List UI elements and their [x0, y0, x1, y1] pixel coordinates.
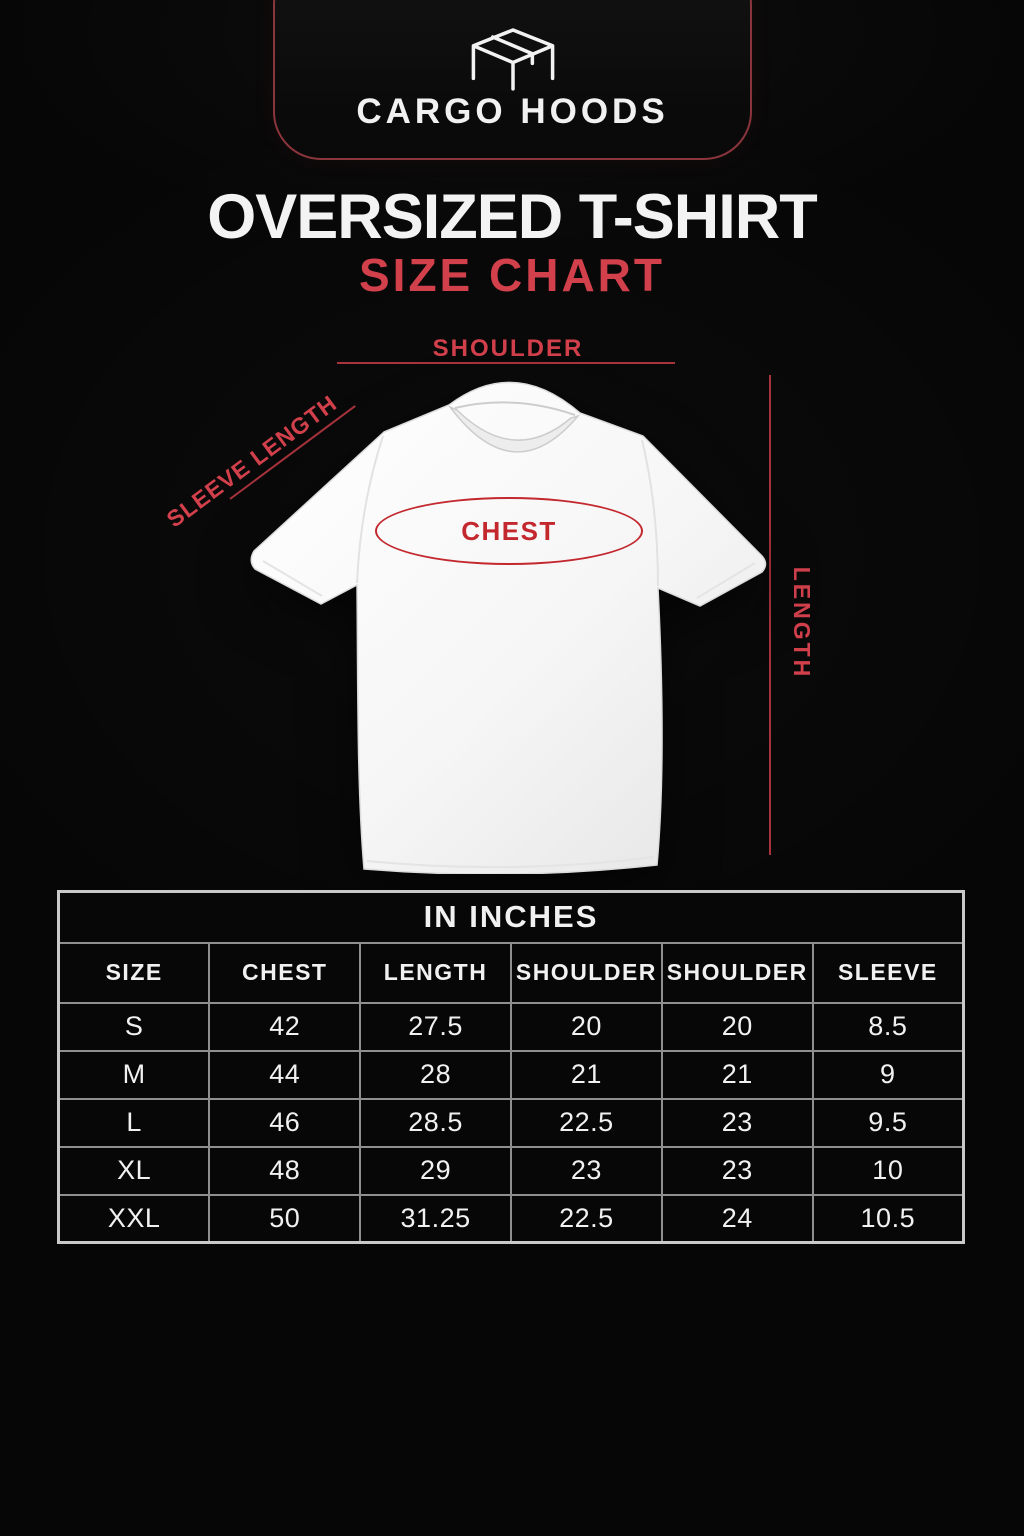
- table-row-xxl: XXL 50 31.25 22.5 24 10.5: [57, 1193, 965, 1244]
- column-header-length: LENGTH: [359, 941, 512, 1004]
- cell-length: 29: [359, 1145, 512, 1196]
- cell-chest: 42: [208, 1001, 362, 1052]
- cell-length: 28.5: [359, 1097, 512, 1148]
- table-row-xl: XL 48 29 23 23 10: [57, 1145, 965, 1196]
- size-table: IN INCHES SIZE CHEST LENGTH SHOULDER SHO…: [57, 890, 965, 1244]
- cargo-box-icon: [471, 28, 554, 91]
- tshirt-body: [250, 381, 767, 874]
- table-title-row: IN INCHES: [57, 890, 965, 944]
- cell-length: 31.25: [359, 1193, 512, 1244]
- cell-size: M: [57, 1049, 211, 1100]
- cell-chest: 46: [208, 1097, 362, 1148]
- chest-ellipse: CHEST: [375, 497, 643, 565]
- table-row-m: M 44 28 21 21 9: [57, 1049, 965, 1100]
- cell-chest: 44: [208, 1049, 362, 1100]
- length-label: LENGTH: [789, 566, 815, 680]
- column-header-chest: CHEST: [208, 941, 362, 1004]
- page-subtitle: SIZE CHART: [359, 249, 665, 301]
- cell-shoulder2: 20: [660, 1001, 814, 1052]
- cell-shoulder2: 23: [660, 1145, 814, 1196]
- cell-sleeve: 9: [811, 1049, 965, 1100]
- column-header-row: SIZE CHEST LENGTH SHOULDER SHOULDER SLEE…: [57, 941, 965, 1004]
- column-header-shoulder2: SHOULDER: [660, 941, 814, 1004]
- shoulder-label: SHOULDER: [432, 335, 584, 362]
- cell-length: 27.5: [359, 1001, 512, 1052]
- cell-sleeve: 9.5: [811, 1097, 965, 1148]
- cell-sleeve: 8.5: [811, 1001, 965, 1052]
- page-title: OVERSIZED T-SHIRT: [207, 182, 818, 252]
- table-row-l: L 46 28.5 22.5 23 9.5: [57, 1097, 965, 1148]
- cell-chest: 50: [208, 1193, 362, 1244]
- cell-shoulder: 21: [509, 1049, 663, 1100]
- cell-size: XXL: [57, 1193, 211, 1244]
- chest-label: CHEST: [461, 515, 557, 546]
- cell-shoulder: 23: [509, 1145, 663, 1196]
- length-dimension-line: [769, 375, 771, 855]
- cell-size: L: [57, 1097, 211, 1148]
- cell-size: S: [57, 1001, 211, 1052]
- table-title: IN INCHES: [57, 890, 965, 944]
- cell-size: XL: [57, 1145, 211, 1196]
- brand-name: CARGO HOODS: [356, 92, 669, 131]
- tshirt-collar: [447, 405, 581, 453]
- brand-panel: CARGO HOODS: [273, 0, 752, 160]
- cell-shoulder2: 21: [660, 1049, 814, 1100]
- shoulder-dimension-line: [337, 362, 675, 364]
- column-header-shoulder: SHOULDER: [509, 941, 663, 1004]
- cell-shoulder2: 24: [660, 1193, 814, 1244]
- column-header-size: SIZE: [57, 941, 211, 1004]
- cell-shoulder2: 23: [660, 1097, 814, 1148]
- table-row-s: S 42 27.5 20 20 8.5: [57, 1001, 965, 1052]
- cell-length: 28: [359, 1049, 512, 1100]
- cell-chest: 48: [208, 1145, 362, 1196]
- cell-shoulder: 22.5: [509, 1097, 663, 1148]
- cell-shoulder: 20: [509, 1001, 663, 1052]
- cell-shoulder: 22.5: [509, 1193, 663, 1244]
- tshirt-image: [250, 381, 767, 874]
- column-header-sleeve: SLEEVE: [811, 941, 965, 1004]
- cell-sleeve: 10.5: [811, 1193, 965, 1244]
- cell-sleeve: 10: [811, 1145, 965, 1196]
